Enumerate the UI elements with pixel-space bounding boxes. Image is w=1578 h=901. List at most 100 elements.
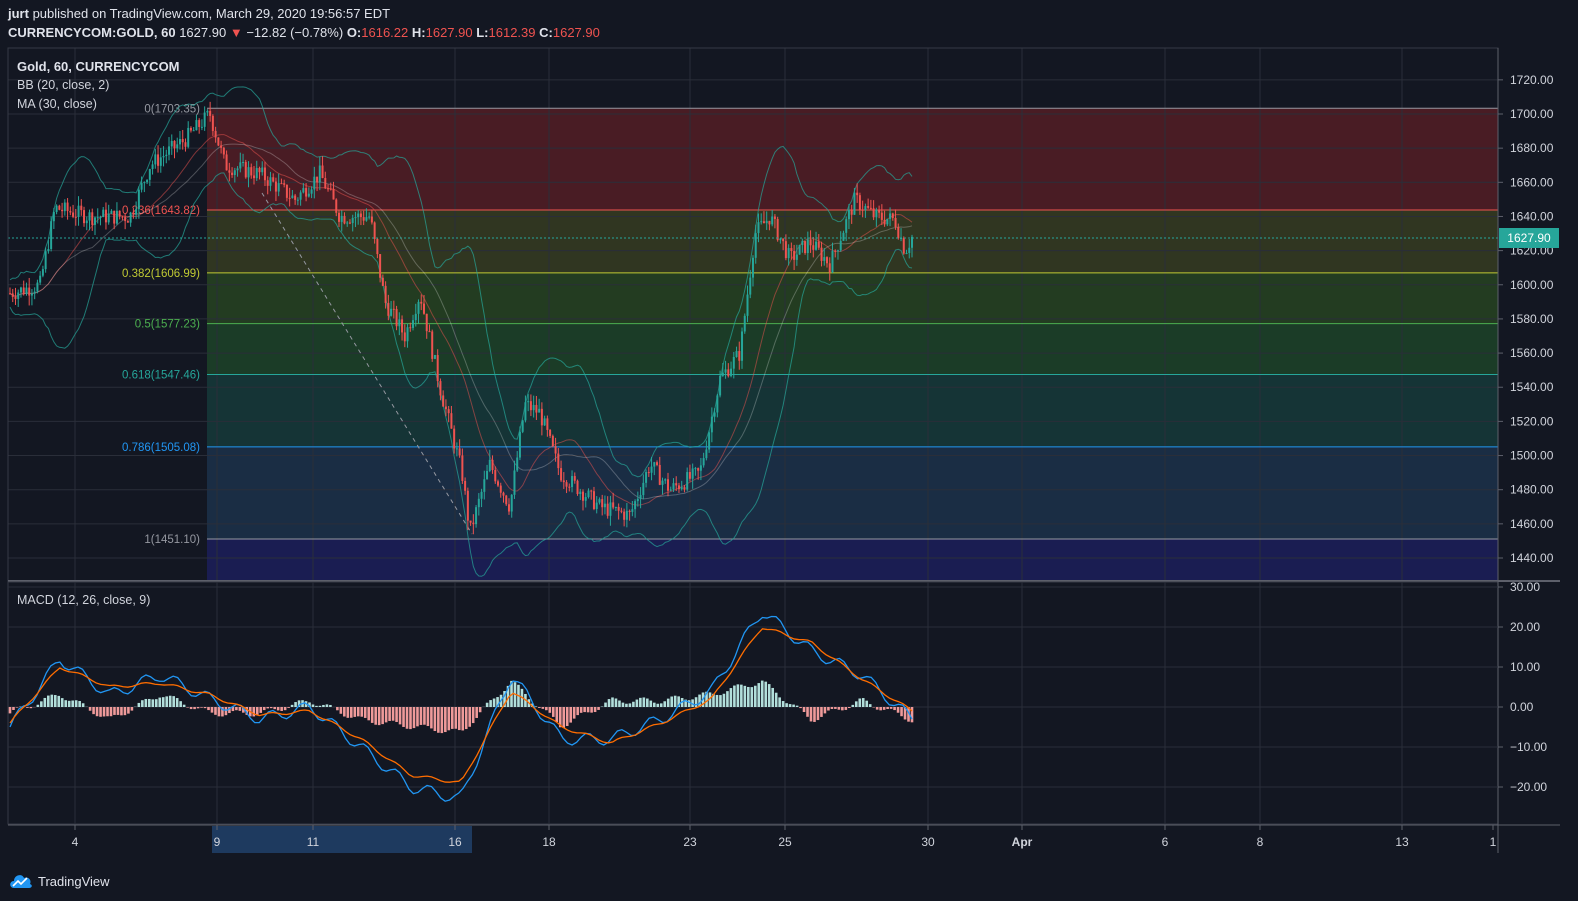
- time-axis-label: 18: [542, 835, 556, 849]
- candle-body: [357, 213, 360, 218]
- macd-hist-bar: [29, 707, 33, 709]
- macd-hist-bar: [450, 707, 454, 729]
- candle-body: [66, 202, 69, 212]
- macd-hist-bar: [635, 699, 639, 707]
- candle-body: [491, 459, 494, 471]
- candle-body: [886, 218, 889, 225]
- macd-hist-bar: [607, 699, 611, 707]
- chart-title[interactable]: Gold, 60, CURRENCYCOM: [17, 59, 180, 74]
- fib-zone: [207, 108, 1498, 210]
- candle-body: [699, 465, 702, 471]
- macd-hist-bar: [705, 691, 708, 707]
- macd-hist-bar: [475, 707, 478, 718]
- candle-body: [255, 168, 258, 179]
- time-axis-label: 13: [1395, 835, 1409, 849]
- author-name[interactable]: jurt: [8, 6, 29, 21]
- macd-hist-bar: [461, 707, 465, 731]
- candle-body: [603, 503, 606, 508]
- macd-hist-bar: [562, 707, 566, 729]
- macd-hist-bar: [652, 702, 656, 707]
- macd-hist-bar: [753, 685, 757, 707]
- close-value: 1627.90: [552, 25, 600, 40]
- candle-body: [568, 486, 571, 488]
- macd-hist-bar: [343, 707, 346, 717]
- macd-hist-bar: [614, 698, 618, 707]
- price-axis-label: 1540.00: [1510, 380, 1554, 394]
- macd-hist-bar: [618, 700, 621, 707]
- macd-hist-bar: [457, 707, 461, 731]
- candle-body: [557, 453, 560, 469]
- candle-body: [650, 466, 653, 473]
- fib-level-label: 0.786(1505.08): [122, 442, 200, 454]
- high-value: 1627.90: [425, 25, 473, 40]
- price-axis[interactable]: 1720.001700.001680.001660.001640.001620.…: [1498, 73, 1554, 565]
- candle-body: [911, 236, 913, 248]
- candle-body: [148, 169, 151, 180]
- macd-axis[interactable]: 30.00 20.00 10.00 0.00 −10.00 −20.00: [1498, 580, 1547, 794]
- candle-body: [845, 219, 848, 233]
- candle-body: [36, 282, 39, 292]
- candle-body: [617, 506, 620, 511]
- candle-body: [760, 221, 763, 223]
- macd-hist-bar: [287, 707, 290, 708]
- candle-body: [551, 435, 554, 447]
- candle-body: [211, 115, 214, 131]
- candle-body: [801, 241, 804, 245]
- macd-hist-bar: [733, 685, 736, 707]
- candle-body: [19, 287, 22, 293]
- candle-body: [17, 292, 20, 299]
- candle-body: [104, 209, 107, 223]
- candle-body: [247, 167, 250, 178]
- fib-retracement[interactable]: [207, 108, 1498, 581]
- candle-body: [373, 222, 376, 239]
- candle-body: [379, 254, 382, 278]
- macd-hist-bar: [262, 707, 266, 711]
- candle-body: [422, 303, 425, 314]
- candle-body: [28, 287, 31, 296]
- macd-hist-bar: [433, 707, 437, 732]
- footer-brand[interactable]: TradingView: [8, 872, 110, 890]
- macd-hist-bar: [175, 698, 179, 707]
- macd-axis-label: 20.00: [1510, 620, 1540, 634]
- macd-hist-bar: [538, 707, 541, 708]
- macd-hist-bar: [186, 707, 189, 708]
- macd-hist-bar: [214, 707, 217, 715]
- macd-hist-bar: [437, 707, 440, 733]
- candle-body: [118, 210, 121, 217]
- candle-body: [351, 217, 354, 224]
- candle-body: [735, 351, 738, 357]
- macd-hist-bar: [99, 707, 102, 717]
- candle-body: [749, 277, 752, 295]
- candle-body: [58, 205, 61, 210]
- ma-legend[interactable]: MA (30, close): [17, 97, 97, 111]
- candle-body: [258, 168, 261, 173]
- macd-hist-bar: [719, 695, 722, 707]
- candle-body: [902, 238, 905, 254]
- macd-hist-bar: [259, 707, 263, 713]
- candle-body: [132, 212, 135, 215]
- candle-body: [721, 372, 724, 376]
- macd-hist-bar: [196, 707, 200, 709]
- candle-body: [609, 502, 612, 516]
- macd-hist-bar: [729, 688, 733, 707]
- low-value: 1612.39: [488, 25, 536, 40]
- candle-body: [99, 216, 102, 218]
- time-axis[interactable]: 4 9 11 16 18 23 25 30 Apr 6 8 13 1: [72, 825, 1497, 849]
- candle-body: [897, 227, 900, 239]
- candle-body: [198, 120, 201, 127]
- candle-body: [576, 480, 579, 495]
- price-axis-label: 1460.00: [1510, 517, 1554, 531]
- candle-body: [124, 216, 127, 222]
- candle-body: [450, 413, 453, 429]
- candle-body: [173, 140, 176, 149]
- bb-legend[interactable]: BB (20, close, 2): [17, 78, 110, 92]
- macd-hist-bar: [360, 707, 364, 717]
- macd-legend[interactable]: MACD (12, 26, close, 9): [17, 593, 151, 607]
- macd-hist-bar: [402, 707, 405, 727]
- candle-body: [140, 183, 143, 190]
- candle-body: [494, 470, 497, 482]
- candle-body: [329, 188, 332, 190]
- trend-dashed-line[interactable]: [261, 192, 473, 535]
- macd-hist-bar: [182, 704, 186, 707]
